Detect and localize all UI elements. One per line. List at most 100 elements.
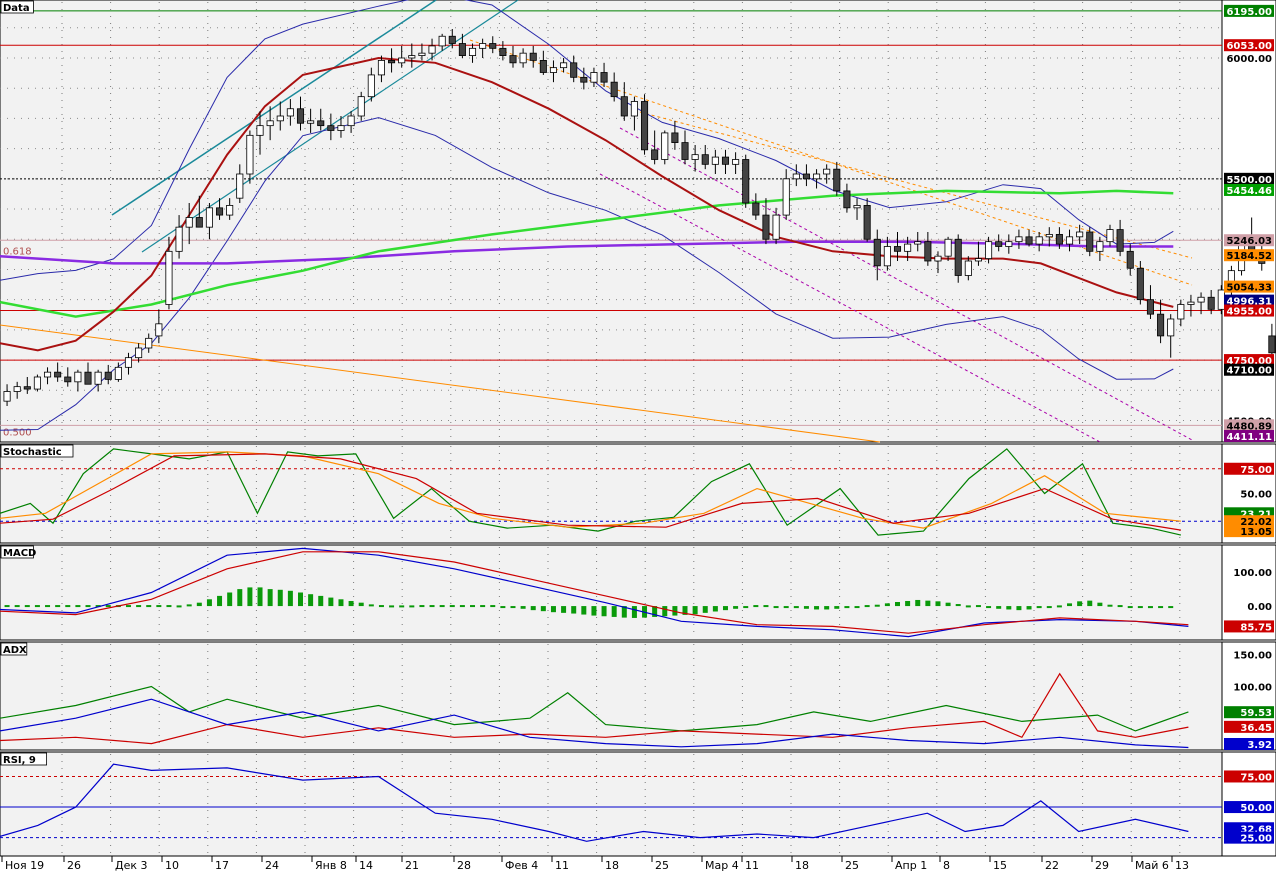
- candle-body: [236, 173, 244, 199]
- price-tag: [1224, 515, 1274, 528]
- candle-body: [33, 376, 41, 390]
- candle-body: [155, 323, 163, 337]
- macd-histogram-bar: [136, 605, 142, 608]
- candle-body: [327, 125, 335, 131]
- candle-body: [256, 125, 264, 136]
- panel-4-plot-area: [0, 751, 1223, 857]
- macd-histogram-bar: [308, 594, 314, 607]
- price-tag-label: 5184.52: [1226, 251, 1272, 262]
- macd-histogram-bar: [4, 605, 10, 608]
- candle-body: [752, 202, 760, 216]
- candle-body: [539, 60, 547, 73]
- price-tag-label: 4710.00: [1226, 366, 1272, 377]
- candle-body: [418, 52, 426, 56]
- macd-histogram-bar: [1036, 606, 1042, 609]
- candle-body: [509, 55, 517, 64]
- price-tag-label: 50.00: [1240, 803, 1272, 814]
- candle-body: [529, 52, 537, 61]
- macd-histogram-bar: [753, 605, 759, 608]
- x-axis-label: 15: [993, 859, 1007, 872]
- candle-body: [286, 108, 294, 117]
- candle-body: [1065, 236, 1074, 245]
- downtrend-purple-lower: [599, 173, 1101, 443]
- panel-title: ADX: [3, 645, 27, 656]
- price-tag: [1224, 770, 1274, 783]
- candle-body: [1035, 236, 1043, 245]
- price-tag-label: 6195.00: [1226, 7, 1272, 18]
- price-tag-label: 23.21: [1240, 509, 1272, 520]
- indicator-series-2: [0, 698, 1189, 749]
- x-axis-label: 24: [265, 859, 279, 872]
- price-tag-label: 4996.31: [1226, 297, 1272, 308]
- candle-body: [995, 241, 1003, 247]
- candle-body: [357, 96, 365, 117]
- candle-body: [742, 159, 750, 204]
- macd-histogram-bar: [1006, 606, 1012, 610]
- price-tag: [1224, 294, 1274, 307]
- candle-body: [914, 241, 922, 245]
- x-axis-label: Апр 1: [895, 859, 927, 872]
- candle-body: [489, 43, 497, 49]
- macd-histogram-bar: [1117, 605, 1123, 608]
- price-tag: [1224, 304, 1274, 317]
- candle-body: [974, 258, 982, 262]
- price-tag: [1224, 620, 1274, 633]
- macd-histogram-bar: [95, 605, 101, 608]
- candle-body: [74, 371, 82, 383]
- price-tag-label: 4411.11: [1226, 432, 1272, 443]
- macd-histogram-bar: [763, 605, 769, 608]
- macd-histogram-bar: [277, 589, 283, 607]
- candle-body: [1086, 231, 1094, 252]
- price-tag: [1224, 706, 1274, 719]
- macd-histogram-bar: [389, 605, 395, 608]
- candle-body: [175, 226, 183, 252]
- macd-histogram-bar: [500, 606, 506, 609]
- candle-body: [479, 43, 487, 49]
- candle-body: [145, 337, 153, 349]
- macd-histogram-bar: [925, 600, 931, 607]
- macd-histogram-bar: [449, 605, 455, 608]
- macd-histogram-bar: [601, 606, 607, 617]
- candle-body: [347, 115, 355, 127]
- x-axis-label: 22: [1045, 859, 1059, 872]
- candle-body: [671, 132, 679, 143]
- candle-body: [570, 62, 578, 78]
- candle-body: [843, 190, 851, 209]
- macd-histogram-bar: [125, 605, 131, 608]
- macd-histogram-bar: [571, 606, 577, 614]
- candle-body: [1005, 241, 1013, 247]
- macd-histogram-bar: [166, 605, 172, 608]
- price-tag: [1224, 801, 1274, 814]
- macd-histogram-bar: [965, 605, 971, 608]
- price-tag: [1224, 419, 1274, 432]
- candle-body: [701, 154, 709, 165]
- price-tag: [1224, 831, 1274, 844]
- macd-histogram-bar: [1087, 600, 1093, 607]
- moving-average-purple: [0, 240, 1174, 265]
- x-axis-label: 28: [457, 859, 471, 872]
- macd-histogram-bar: [480, 605, 486, 608]
- price-tag-label: 6053.00: [1226, 41, 1272, 52]
- macd-histogram-bar: [702, 606, 708, 613]
- candle-body: [1106, 229, 1114, 243]
- candle-body: [580, 76, 588, 83]
- candle-body: [468, 47, 477, 56]
- macd-histogram-bar: [783, 606, 789, 609]
- candle-body: [54, 371, 62, 378]
- macd-histogram-bar: [34, 605, 40, 608]
- price-tag: [1224, 363, 1274, 376]
- macd-histogram-bar: [227, 592, 233, 607]
- x-axis-label: Янв 8: [315, 859, 347, 872]
- candle-body: [964, 260, 972, 276]
- candle-body: [1136, 267, 1144, 301]
- macd-histogram-bar: [652, 606, 658, 617]
- x-axis-label: Ноя 19: [5, 859, 44, 872]
- candle-body: [185, 217, 193, 228]
- macd-histogram-bar: [530, 606, 536, 611]
- candlestick-series: [3, 28, 1276, 406]
- price-tag-label: 13.05: [1240, 527, 1272, 538]
- macd-histogram-bar: [358, 602, 364, 607]
- panel-0-plot-area: [0, 0, 1223, 443]
- macd-histogram-bar: [773, 606, 779, 609]
